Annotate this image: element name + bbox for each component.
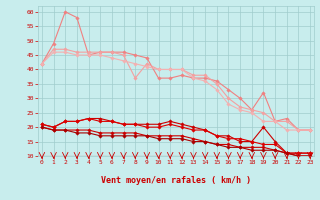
X-axis label: Vent moyen/en rafales ( km/h ): Vent moyen/en rafales ( km/h ) xyxy=(101,176,251,185)
